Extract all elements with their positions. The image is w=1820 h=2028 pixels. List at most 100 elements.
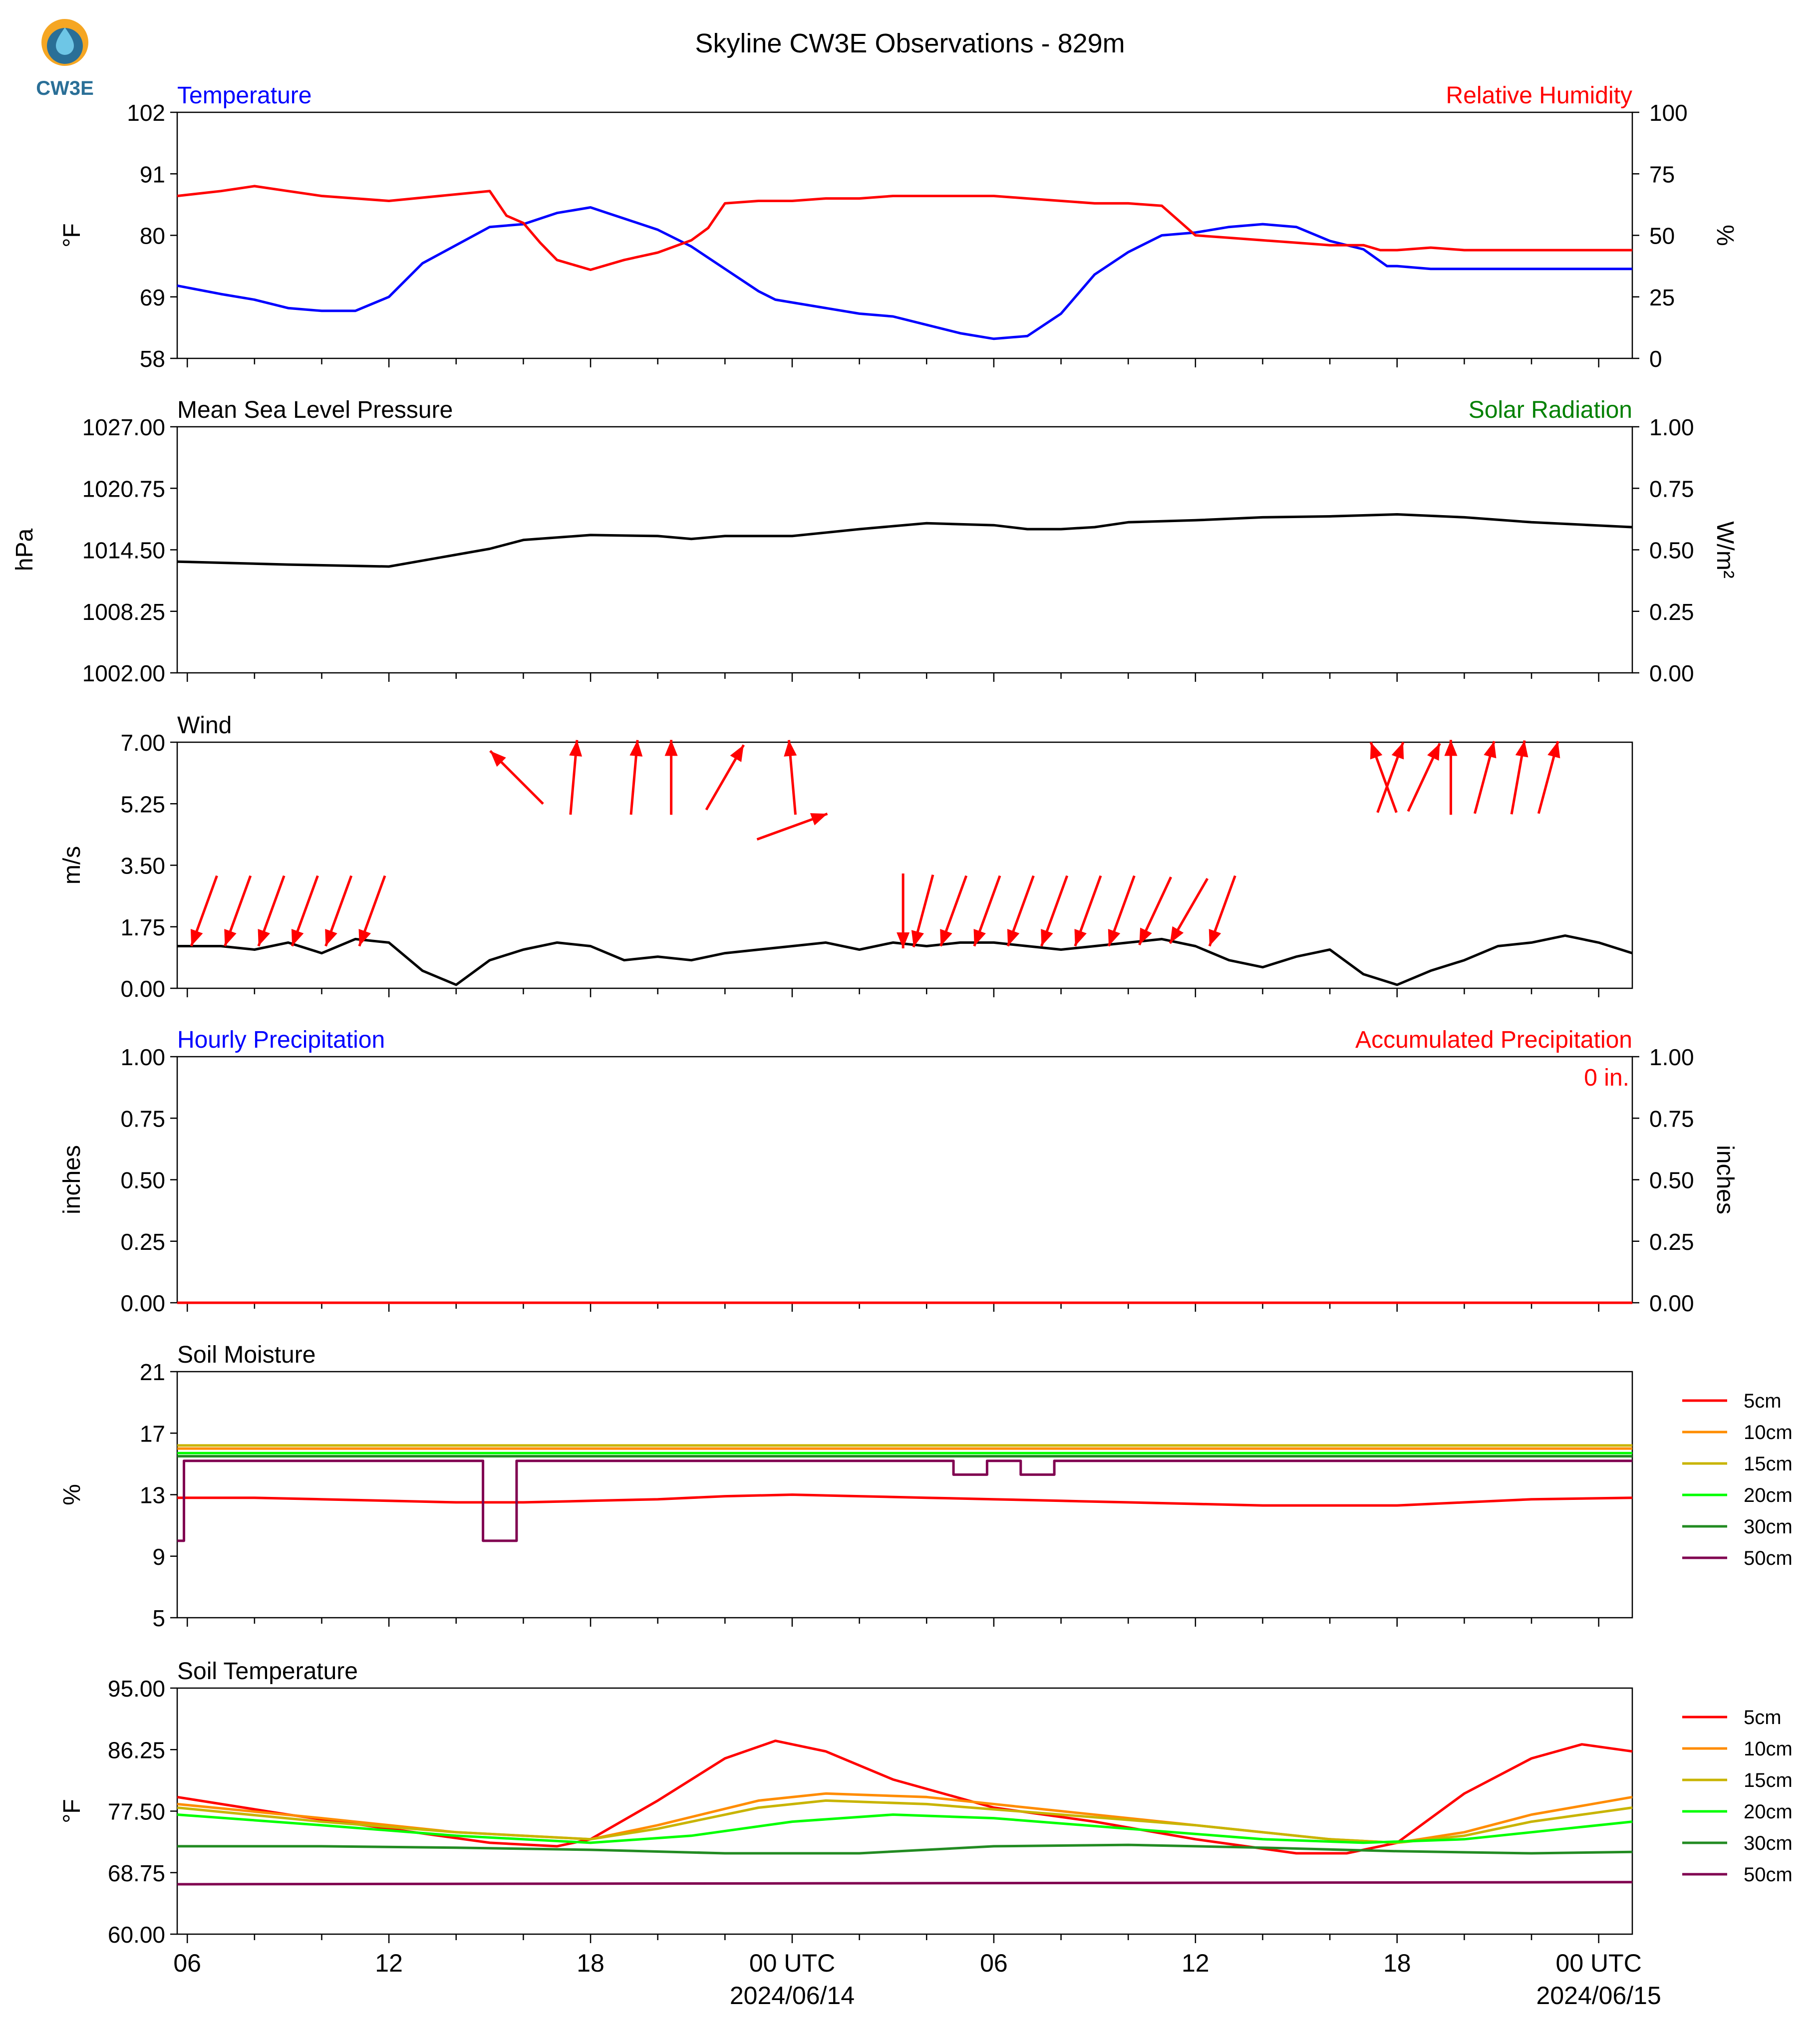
y-tick-label: 13 xyxy=(140,1482,165,1508)
series-line-mean-sea-level-pressure xyxy=(177,513,1633,568)
x-tick-label: 06 xyxy=(980,1949,1008,1977)
y-tick-label: 1014.50 xyxy=(82,538,165,564)
wind-arrow xyxy=(257,875,286,947)
wind-arrow xyxy=(756,813,828,841)
y-tick-label: 77.50 xyxy=(108,1799,165,1825)
y-tick-label-right: 100 xyxy=(1649,100,1688,126)
y-tick-label: 0.00 xyxy=(120,1290,165,1316)
chart-panel-6: Soil Temperature 95.00 86.25 77.50 68.75 60.0… xyxy=(59,1658,1793,1948)
panel-title: Temperature xyxy=(177,82,311,109)
wind-arrow xyxy=(1107,875,1136,947)
panel-title: Wind xyxy=(177,712,232,739)
legend-label: 50cm xyxy=(1744,1547,1793,1569)
y-tick-label: 0.00 xyxy=(120,976,165,1002)
legend-label: 10cm xyxy=(1744,1738,1793,1760)
y-tick-label: 0.75 xyxy=(120,1106,165,1132)
chart-panel-1: Temperature Relative Humidity 102 91 80 69 58 1… xyxy=(59,82,1738,372)
y-tick-label: 9 xyxy=(152,1544,165,1570)
y-axis-label: °F xyxy=(59,223,85,248)
series-line-50cm xyxy=(177,1881,1633,1886)
y-tick-label-right: 0.75 xyxy=(1649,1106,1694,1132)
panel-title-right: Solar Radiation xyxy=(1469,397,1632,423)
y-tick-label: 3.50 xyxy=(120,853,165,879)
y-tick-label: 86.25 xyxy=(108,1737,165,1763)
legend-label: 15cm xyxy=(1744,1453,1793,1475)
y-axis-label: °F xyxy=(59,1799,85,1823)
y-axis-label: m/s xyxy=(59,846,85,884)
y-tick-label-right: 0.25 xyxy=(1649,1229,1694,1255)
y-tick-label-right: 0.00 xyxy=(1649,1290,1694,1316)
wind-arrow xyxy=(358,875,386,947)
y-tick-label: 60.00 xyxy=(108,1922,165,1948)
wind-arrow xyxy=(291,875,319,947)
legend-label: 30cm xyxy=(1744,1516,1793,1538)
x-tick-label: 18 xyxy=(577,1949,605,1977)
legend-label: 5cm xyxy=(1744,1707,1782,1729)
wind-arrow xyxy=(911,874,934,948)
y-tick-label: 5.25 xyxy=(120,791,165,817)
y-tick-label-right: 1.00 xyxy=(1649,1044,1694,1070)
plot-frame xyxy=(176,1371,1633,1619)
plot-frame xyxy=(176,1687,1633,1935)
wind-arrow xyxy=(569,740,583,815)
x-tick-label: 18 xyxy=(1383,1949,1411,1977)
y-axis-label-right: W/m² xyxy=(1712,521,1738,579)
wind-arrow xyxy=(784,740,797,815)
wind-arrow xyxy=(897,873,910,949)
series-line-10cm xyxy=(177,1792,1633,1844)
y-tick-label: 1.75 xyxy=(120,914,165,940)
legend-label: 15cm xyxy=(1744,1769,1793,1791)
accumulated-total: 0 in. xyxy=(1584,1065,1629,1091)
figure-title: Skyline CW3E Observations - 829m xyxy=(695,28,1125,58)
y-axis-label: inches xyxy=(59,1145,85,1214)
wind-arrow xyxy=(973,875,1001,947)
y-tick-label-right: 0 xyxy=(1649,346,1662,372)
series-line-wind-speed xyxy=(177,934,1633,986)
y-tick-label-right: 0.75 xyxy=(1649,476,1694,502)
panel-title: Soil Moisture xyxy=(177,1342,315,1368)
x-tick-label: 12 xyxy=(1182,1949,1210,1977)
series-line-temperature xyxy=(177,206,1632,340)
y-tick-label: 7.00 xyxy=(120,730,165,756)
x-tick-label: 12 xyxy=(375,1949,403,1977)
plot-frame xyxy=(176,111,1633,359)
y-tick-label-right: 50 xyxy=(1649,223,1675,249)
y-tick-label: 102 xyxy=(127,100,165,126)
y-tick-label: 69 xyxy=(140,285,165,310)
y-tick-label: 0.50 xyxy=(120,1167,165,1193)
wind-arrow xyxy=(1006,875,1035,947)
panel-title: Soil Temperature xyxy=(177,1658,358,1685)
panel-title-right: Relative Humidity xyxy=(1446,82,1632,109)
x-tick-label: 00 UTC xyxy=(749,1949,835,1977)
wind-arrow xyxy=(629,740,643,815)
y-tick-label: 1.00 xyxy=(120,1044,165,1070)
panel-title: Hourly Precipitation xyxy=(177,1027,385,1053)
wind-arrow xyxy=(1473,741,1497,814)
wind-arrow xyxy=(1040,875,1069,947)
y-tick-label: 95.00 xyxy=(108,1676,165,1702)
panels: Temperature Relative Humidity 102 9 18 0 69 58 1… xyxy=(11,82,1793,2010)
legend-label: 20cm xyxy=(1744,1801,1793,1823)
series-line-5cm xyxy=(177,1739,1633,1855)
legend-label: 20cm xyxy=(1744,1484,1793,1506)
x-date-label: 2024/06/15 xyxy=(1536,1982,1661,2010)
chart-panel-4: Hourly Precipitation Accumulated Precipit… xyxy=(59,1027,1738,1316)
y-tick-label: 5 xyxy=(152,1605,165,1631)
panel-title-right: Accumulated Precipitation xyxy=(1355,1027,1632,1053)
chart-panel-5: Soil Moisture 21 17 13 9 5% 5cm 10cm 15cm 20cm 30c… xyxy=(59,1342,1793,1631)
series-line-20cm xyxy=(177,1813,1633,1844)
legend-label: 10cm xyxy=(1744,1422,1793,1444)
x-tick-label: 06 xyxy=(173,1949,201,1977)
x-tick-label: 00 UTC xyxy=(1556,1949,1642,1977)
y-tick-label: 91 xyxy=(140,161,165,187)
plot-frame xyxy=(176,1056,1633,1304)
y-tick-label: 58 xyxy=(140,346,165,372)
legend-label: 50cm xyxy=(1744,1864,1793,1886)
y-tick-label: 1027.00 xyxy=(82,414,165,440)
y-tick-label-right: 0.50 xyxy=(1649,538,1694,564)
wind-arrow xyxy=(1444,740,1458,815)
y-tick-label-right: 75 xyxy=(1649,161,1675,187)
series-line-5cm xyxy=(177,1493,1633,1507)
wind-arrow xyxy=(939,875,968,947)
